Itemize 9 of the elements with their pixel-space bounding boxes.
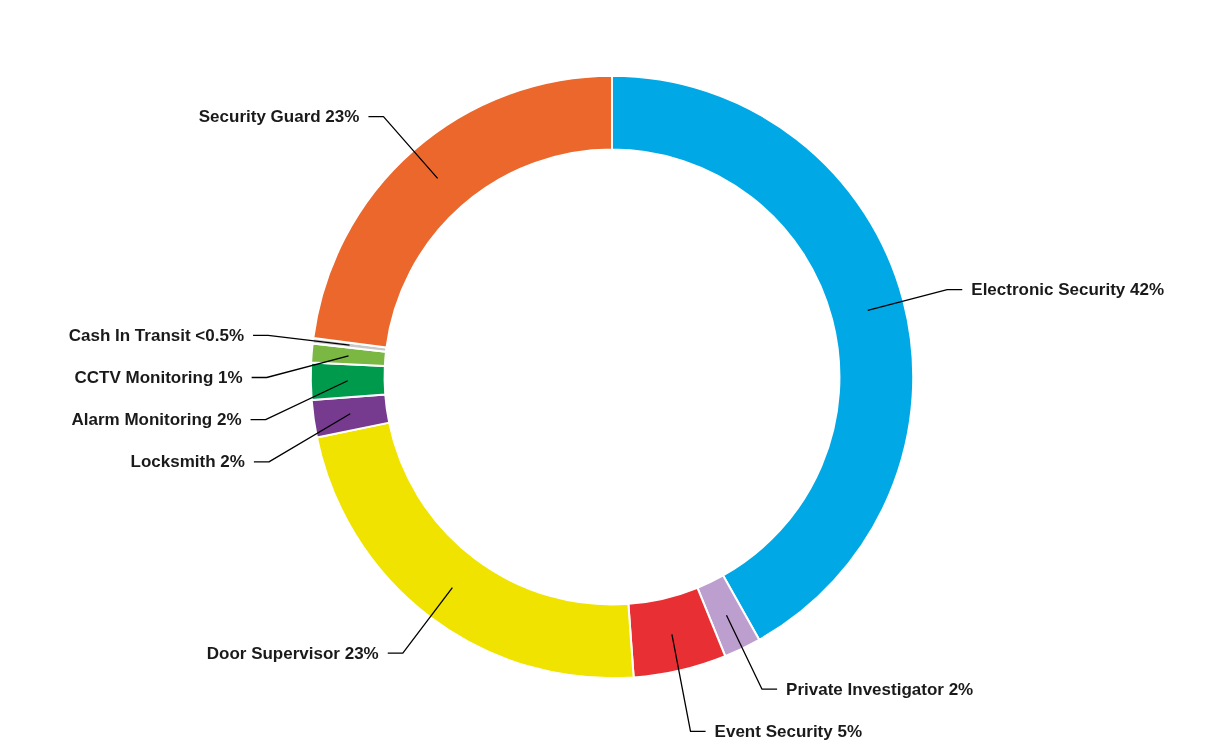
slice-label: Private Investigator 2% xyxy=(786,679,974,699)
slice-label: Cash In Transit <0.5% xyxy=(68,325,244,345)
slice-label: Electronic Security 42% xyxy=(971,280,1165,300)
slice-label: Alarm Monitoring 2% xyxy=(71,410,242,430)
slice-label: CCTV Monitoring 1% xyxy=(74,368,243,387)
slice-label: Door Supervisor 23% xyxy=(206,643,379,663)
slice-label: Locksmith 2% xyxy=(130,452,245,472)
slice-label: Event Security 5% xyxy=(714,721,863,741)
slice-label: Security Guard 23% xyxy=(198,107,360,127)
